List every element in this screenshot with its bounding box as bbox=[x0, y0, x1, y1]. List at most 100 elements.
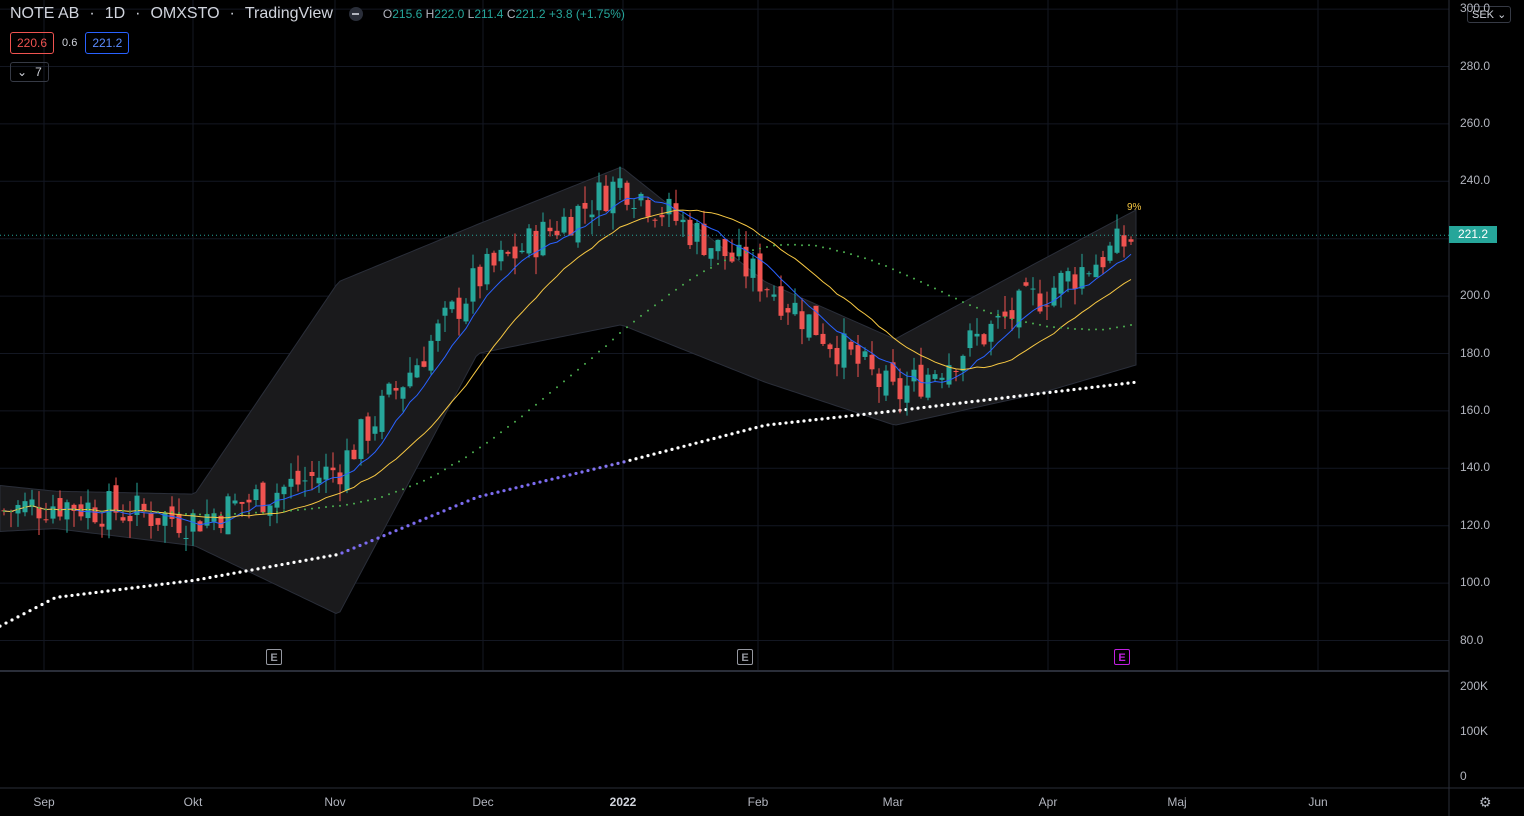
price-tick-label: 80.0 bbox=[1460, 632, 1484, 647]
candle-body bbox=[134, 495, 140, 515]
candle-body bbox=[1128, 239, 1134, 242]
ma-slow-dot bbox=[388, 493, 390, 496]
long-ma-dot bbox=[358, 543, 362, 548]
ma-slow-dot bbox=[94, 509, 96, 512]
candle-body bbox=[554, 230, 560, 236]
long-ma-dot bbox=[856, 413, 860, 417]
long-ma-dot bbox=[496, 490, 500, 494]
long-ma-dot bbox=[94, 590, 98, 595]
ma-slow-dot bbox=[325, 506, 327, 509]
long-ma-dot bbox=[850, 414, 854, 418]
earnings-badge[interactable]: E bbox=[266, 649, 282, 665]
ma-slow-dot bbox=[1095, 328, 1097, 331]
bid-price[interactable]: 220.6 bbox=[10, 32, 55, 54]
candle-body bbox=[428, 340, 434, 371]
ma-slow-dot bbox=[143, 509, 145, 512]
time-tick-label: Sep bbox=[33, 795, 55, 809]
long-ma-dot bbox=[922, 405, 926, 410]
candle-body bbox=[309, 471, 315, 477]
candle-body bbox=[29, 499, 35, 508]
ma-slow-dot bbox=[402, 488, 404, 491]
candle-body bbox=[883, 370, 889, 396]
ma-slow-dot bbox=[416, 482, 418, 485]
candle-body bbox=[708, 248, 714, 259]
long-ma-dot bbox=[376, 536, 380, 540]
long-ma-dot bbox=[652, 452, 656, 456]
ma-slow-dot bbox=[752, 249, 754, 252]
long-ma-dot bbox=[532, 481, 536, 486]
long-ma-dot bbox=[910, 407, 914, 411]
candle-body bbox=[176, 513, 182, 534]
ma-slow-dot bbox=[738, 253, 740, 256]
earnings-badge[interactable]: E bbox=[737, 649, 753, 665]
candle-body bbox=[799, 311, 805, 330]
ma-slow-dot bbox=[80, 508, 82, 511]
candle-body bbox=[624, 182, 630, 205]
candle-body bbox=[1002, 311, 1008, 317]
long-ma-dot bbox=[430, 514, 434, 518]
ma-slow-dot bbox=[115, 509, 117, 512]
candle-body bbox=[239, 501, 245, 504]
ma-slow-dot bbox=[850, 253, 852, 256]
candle-body bbox=[1107, 245, 1113, 261]
ma-slow-dot bbox=[1053, 326, 1055, 329]
settings-gear-icon[interactable]: ⚙ bbox=[1479, 794, 1492, 810]
candle-body bbox=[911, 369, 917, 382]
long-ma-dot bbox=[1000, 396, 1004, 400]
long-ma-dot bbox=[610, 463, 614, 467]
candle-body bbox=[1044, 305, 1050, 307]
long-ma-dot bbox=[64, 594, 68, 598]
long-ma-dot bbox=[982, 398, 986, 402]
long-ma-dot bbox=[370, 538, 374, 543]
ma-slow-dot bbox=[1011, 318, 1013, 321]
ma-slow-dot bbox=[668, 293, 670, 296]
time-tick-label: Jun bbox=[1308, 795, 1328, 809]
long-ma-dot bbox=[640, 455, 644, 459]
ma-slow-dot bbox=[171, 511, 173, 514]
long-ma-dot bbox=[226, 572, 230, 576]
long-ma-dot bbox=[1012, 395, 1016, 399]
long-ma-dot bbox=[838, 415, 842, 419]
long-ma-dot bbox=[634, 457, 638, 461]
candle-body bbox=[1037, 293, 1043, 312]
candle-body bbox=[743, 246, 749, 277]
ma-slow-dot bbox=[262, 511, 264, 514]
candle-body bbox=[1086, 273, 1092, 275]
candle-body bbox=[316, 477, 322, 484]
earnings-badge-upcoming[interactable]: E bbox=[1114, 649, 1130, 665]
candle-body bbox=[540, 221, 546, 256]
ma-slow-dot bbox=[276, 510, 278, 513]
hide-legend-icon[interactable] bbox=[348, 7, 363, 21]
long-ma-dot bbox=[334, 553, 338, 557]
ask-price[interactable]: 221.2 bbox=[85, 32, 130, 54]
candle-body bbox=[141, 503, 147, 512]
long-ma-dot bbox=[352, 546, 356, 550]
long-ma-dot bbox=[970, 400, 974, 404]
candle-body bbox=[372, 426, 378, 434]
symbol-name[interactable]: NOTE AB bbox=[10, 5, 80, 22]
long-ma-dot bbox=[292, 560, 296, 564]
candle-body bbox=[99, 523, 105, 527]
time-tick-label: Okt bbox=[183, 795, 203, 809]
currency-selector[interactable]: SEK ⌄ bbox=[1467, 6, 1512, 23]
candle-body bbox=[155, 518, 161, 525]
candle-body bbox=[953, 370, 959, 372]
ma-slow-dot bbox=[122, 509, 124, 512]
long-ma-dot bbox=[346, 548, 350, 553]
long-ma-dot bbox=[718, 435, 722, 439]
interval-label[interactable]: 1D bbox=[104, 5, 126, 22]
price-tick-label: 200.0 bbox=[1460, 288, 1491, 303]
indicators-toggle-button[interactable]: ⌄ 7 bbox=[10, 62, 49, 82]
candle-body bbox=[218, 515, 224, 529]
candle-body bbox=[393, 387, 399, 391]
candle-body bbox=[1009, 310, 1015, 319]
ma-slow-dot bbox=[871, 259, 873, 262]
ma-slow-dot bbox=[724, 259, 726, 262]
candle-body bbox=[820, 333, 826, 344]
chevron-down-icon: ⌄ bbox=[1497, 9, 1507, 21]
candle-body bbox=[946, 365, 952, 385]
ma-slow-dot bbox=[1081, 328, 1083, 331]
long-ma-dot bbox=[1072, 387, 1076, 392]
